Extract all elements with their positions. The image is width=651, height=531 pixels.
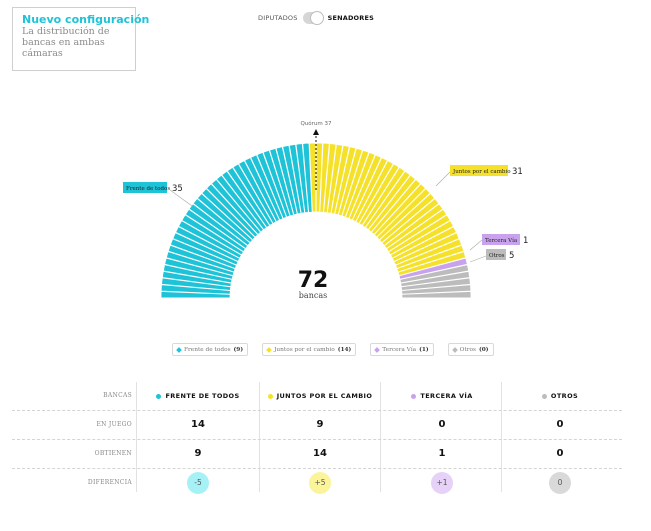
table-cell: 1 bbox=[438, 448, 446, 459]
callout-value: 5 bbox=[509, 251, 514, 261]
seats-table: BANCAS FRENTE DE TODOS JUNTOS POR EL CAM… bbox=[12, 382, 622, 499]
column-header-label: FRENTE DE TODOS bbox=[165, 392, 240, 400]
legend-swatch bbox=[176, 346, 182, 353]
callout-label: Otros bbox=[489, 253, 505, 259]
diff-cell: +5 bbox=[260, 472, 380, 494]
callout-value: 1 bbox=[523, 236, 528, 246]
column-header-label: OTROS bbox=[550, 392, 579, 400]
table-cell: 14 bbox=[313, 448, 327, 459]
diff-badge: +1 bbox=[431, 472, 453, 494]
legend-item-juntos[interactable]: Juntos por el cambio (14) bbox=[262, 343, 357, 356]
column-header-otros: OTROS bbox=[500, 392, 620, 400]
diff-badge: -5 bbox=[187, 472, 209, 494]
callout-box bbox=[486, 249, 506, 260]
callout-line bbox=[169, 189, 193, 207]
legend-label: Otros bbox=[459, 346, 476, 353]
legend-label: Frente de todos bbox=[184, 346, 231, 353]
table-cell: 14 bbox=[191, 419, 205, 430]
callout-box bbox=[482, 234, 520, 245]
column-dot bbox=[411, 393, 417, 399]
column-divider bbox=[136, 382, 137, 492]
quorum-arrow-icon bbox=[313, 129, 319, 135]
callout-label: Tercera Vía bbox=[485, 237, 518, 244]
row-label: BANCAS bbox=[103, 392, 132, 399]
diff-cell: 0 bbox=[500, 472, 620, 494]
column-divider bbox=[259, 382, 260, 492]
row-label: OBTIENEN bbox=[94, 450, 132, 457]
callout-value: 31 bbox=[512, 167, 523, 177]
info-card: Nuevo configuración La distribución de b… bbox=[12, 7, 150, 71]
toggle-label-diputados[interactable]: DIPUTADOS bbox=[258, 14, 298, 22]
toggle-knob[interactable] bbox=[309, 11, 324, 25]
legend-label: Juntos por el cambio bbox=[274, 346, 335, 353]
column-dot bbox=[156, 393, 162, 399]
callout-value: 35 bbox=[172, 184, 183, 194]
table-row: OBTIENEN 9 14 1 0 bbox=[12, 440, 622, 469]
callout-line bbox=[469, 255, 487, 263]
legend-count: (0) bbox=[479, 346, 489, 353]
diff-cell: -5 bbox=[138, 472, 258, 494]
table-row-diferencia: DIFERENCIA -5 +5 +1 0 bbox=[12, 469, 622, 499]
chamber-toggle[interactable]: DIPUTADOS SENADORES bbox=[258, 11, 374, 25]
table-cell: 0 bbox=[556, 448, 564, 459]
quorum-label: Quórum 37 bbox=[300, 120, 332, 127]
column-dot bbox=[267, 393, 273, 399]
legend-item-otros[interactable]: Otros (0) bbox=[447, 343, 494, 356]
column-divider bbox=[501, 382, 502, 492]
toggle-label-senadores[interactable]: SENADORES bbox=[327, 14, 375, 22]
table-cell: 0 bbox=[556, 419, 564, 430]
column-dot bbox=[541, 393, 547, 399]
card-subtitle: La distribución de bancas en ambas cámar… bbox=[22, 26, 110, 59]
legend-count: (1) bbox=[419, 346, 429, 353]
legend-item-frente[interactable]: Frente de todos (9) bbox=[172, 343, 249, 356]
column-header-label: JUNTOS POR EL CAMBIO bbox=[276, 392, 373, 400]
diff-cell: +1 bbox=[382, 472, 502, 494]
legend-count: (14) bbox=[337, 346, 352, 353]
legend-swatch bbox=[451, 346, 458, 353]
callout-label: Frente de todos bbox=[126, 186, 170, 192]
card-title: Nuevo configuración bbox=[22, 13, 150, 26]
table-cell: 0 bbox=[438, 419, 446, 430]
legend: Frente de todos (9) Juntos por el cambio… bbox=[172, 343, 494, 356]
legend-label: Tercera Vía bbox=[382, 346, 417, 353]
legend-swatch bbox=[374, 346, 381, 353]
legend-item-tercera[interactable]: Tercera Vía (1) bbox=[370, 343, 434, 356]
total-seats: 72 bbox=[298, 268, 329, 293]
legend-count: (9) bbox=[233, 346, 244, 353]
column-header-juntos: JUNTOS POR EL CAMBIO bbox=[260, 392, 380, 400]
table-row: EN JUEGO 14 9 0 0 bbox=[12, 411, 622, 440]
column-header-label: TERCERA VÍA bbox=[420, 392, 473, 400]
row-label: DIFERENCIA bbox=[87, 479, 132, 486]
seat-otros bbox=[401, 291, 472, 299]
toggle-switch[interactable] bbox=[302, 11, 324, 25]
row-label: EN JUEGO bbox=[96, 421, 132, 428]
diff-badge: +5 bbox=[309, 472, 331, 494]
table-header-row: BANCAS FRENTE DE TODOS JUNTOS POR EL CAM… bbox=[12, 382, 622, 411]
diff-badge: 0 bbox=[549, 472, 571, 494]
callout-box bbox=[123, 182, 167, 193]
callout-line bbox=[469, 239, 483, 251]
column-header-tercera: TERCERA VÍA bbox=[382, 392, 502, 400]
legend-swatch bbox=[266, 346, 272, 353]
callout-box bbox=[450, 165, 508, 176]
callout-label: Juntos por el cambio bbox=[452, 169, 511, 175]
table-cell: 9 bbox=[316, 419, 324, 430]
total-label: bancas bbox=[299, 291, 327, 300]
column-divider bbox=[380, 382, 381, 492]
callout-line bbox=[435, 171, 451, 187]
table-cell: 9 bbox=[194, 448, 202, 459]
column-header-frente: FRENTE DE TODOS bbox=[138, 392, 258, 400]
